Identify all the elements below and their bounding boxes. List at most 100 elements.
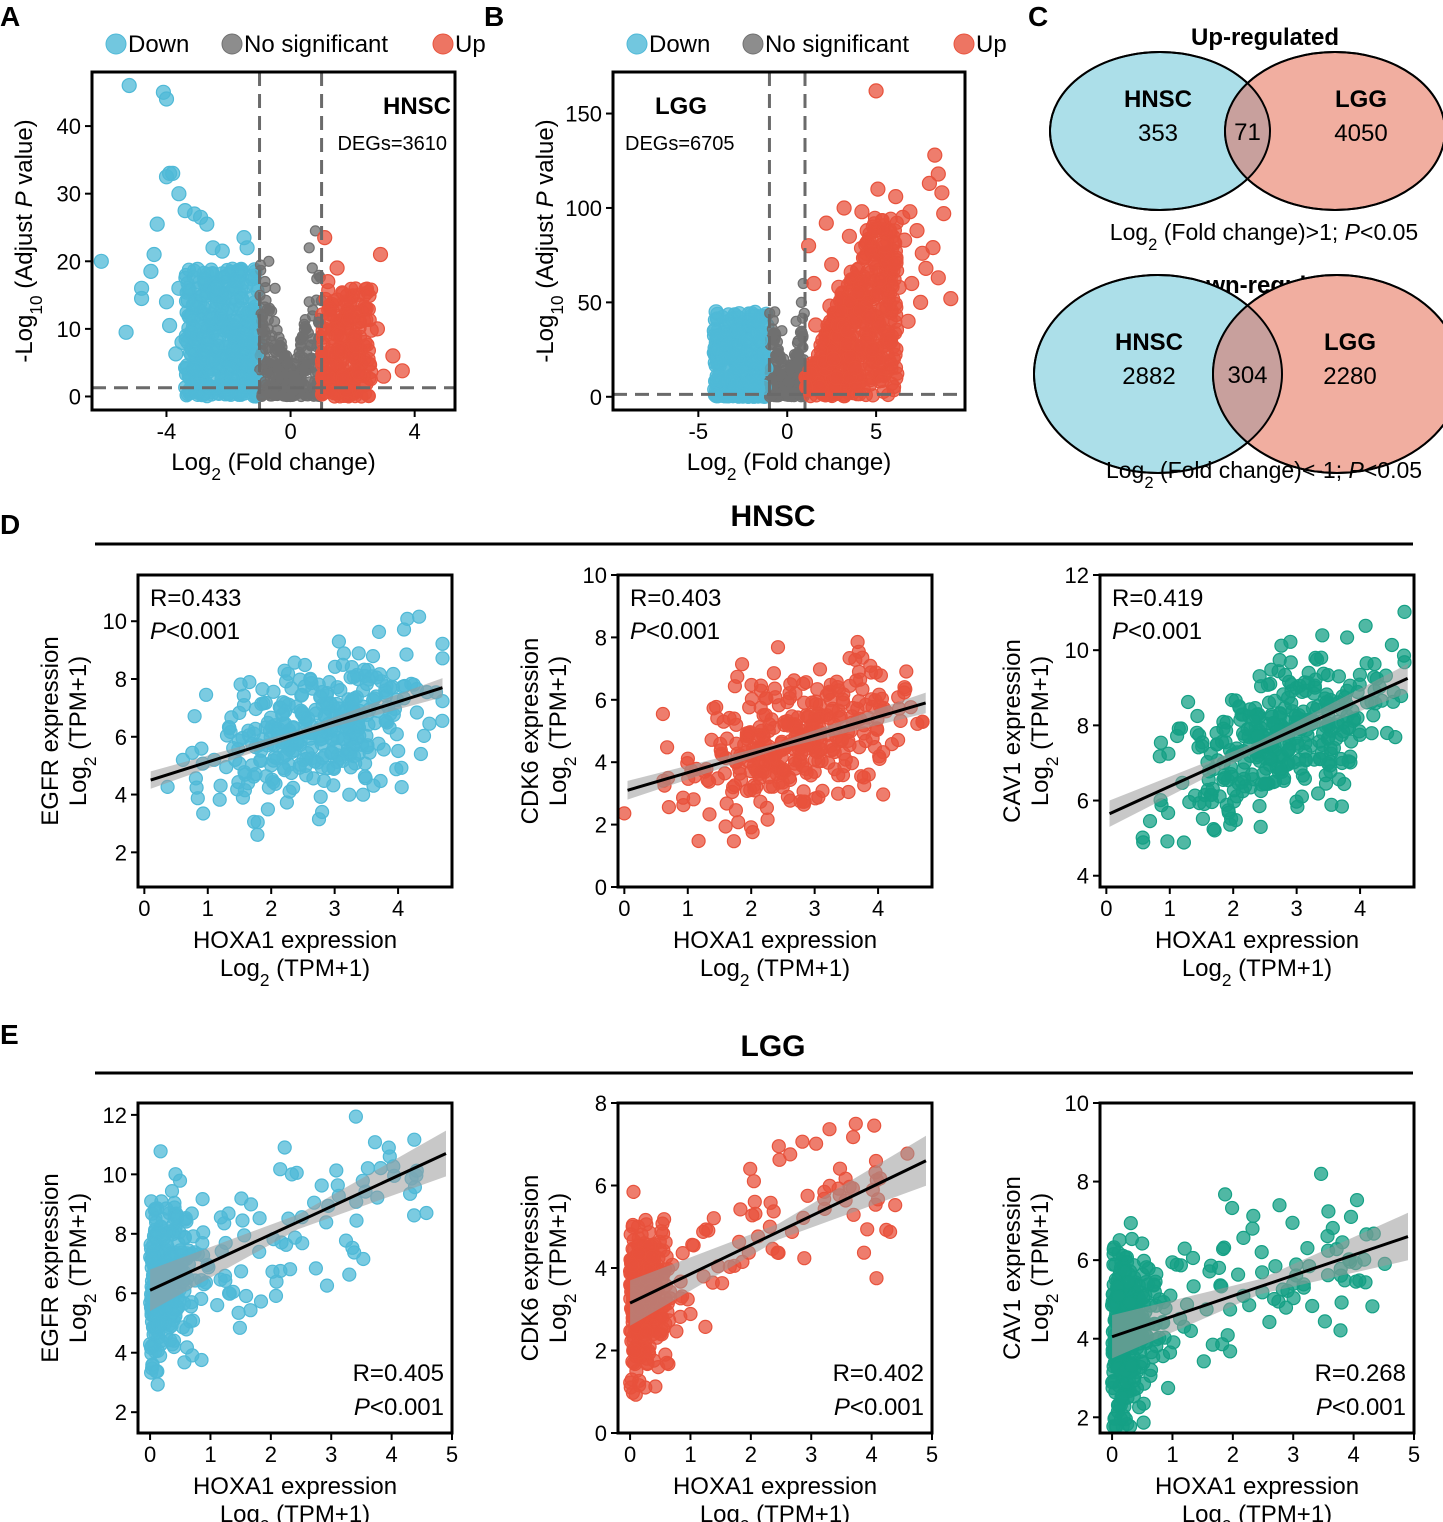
data-point	[835, 767, 851, 783]
point-nosig	[306, 262, 318, 274]
data-point	[360, 738, 375, 753]
x-tick-label: 4	[392, 896, 404, 921]
point-up	[376, 368, 392, 384]
data-point	[298, 758, 313, 774]
point-down	[158, 91, 175, 107]
x-axis-label-units: Log2 (TPM+1)	[220, 955, 370, 990]
data-point	[1339, 630, 1355, 645]
label-part: (Fold change)	[221, 449, 376, 476]
x-tick-label: 4	[865, 1442, 877, 1467]
data-point	[250, 815, 265, 830]
y-tick-label: 8	[115, 1222, 127, 1247]
label-subscript: 10	[26, 295, 46, 314]
y-tick-label: 8	[1077, 1170, 1089, 1195]
x-axis-label: HOXA1 expression	[193, 1473, 397, 1500]
data-point	[1202, 1264, 1217, 1279]
point-down	[239, 358, 255, 374]
data-point	[264, 758, 279, 773]
legend-marker	[626, 33, 648, 55]
point-up	[372, 246, 389, 263]
data-point	[295, 705, 310, 720]
point-nosig	[272, 370, 284, 382]
x-tick-label: 2	[745, 896, 757, 921]
data-point	[1136, 1415, 1151, 1430]
correlation-r: R=0.403	[630, 585, 721, 612]
x-tick-label: 1	[204, 1442, 216, 1467]
panel-label-c: C	[1028, 1, 1048, 32]
point-down	[202, 311, 218, 327]
y-axis-label-units: Log2 (TPM+1)	[545, 656, 580, 806]
label-part: <0.05	[1364, 457, 1422, 483]
point-down	[196, 330, 212, 346]
data-point	[823, 743, 838, 758]
data-point	[675, 1245, 690, 1261]
p-value: P<0.001	[834, 1394, 924, 1421]
data-point	[777, 764, 792, 779]
data-point	[233, 677, 248, 692]
label-part: Log	[700, 1501, 740, 1522]
panel-label-d: D	[0, 509, 20, 540]
point-up	[360, 351, 376, 367]
venn-caption: Log2 (Fold change)<-1; P<0.05	[1106, 457, 1422, 492]
data-point	[260, 715, 275, 731]
data-point	[351, 646, 366, 661]
data-point	[1205, 1337, 1220, 1352]
point-up	[864, 342, 881, 358]
label-part: Log	[1106, 457, 1144, 483]
data-point	[743, 1161, 758, 1177]
data-point	[860, 1222, 875, 1237]
p-symbol: P	[630, 618, 646, 645]
point-down	[168, 346, 184, 362]
y-tick-label: 0	[595, 1421, 607, 1446]
data-point	[1135, 1236, 1150, 1251]
data-point	[1358, 618, 1373, 633]
point-down	[706, 323, 722, 339]
data-point	[863, 658, 878, 674]
data-point	[1142, 813, 1158, 829]
point-up	[912, 294, 929, 310]
data-point	[746, 1174, 762, 1189]
point-up	[882, 332, 898, 348]
point-up	[854, 204, 870, 220]
x-tick-label: 4	[409, 419, 421, 444]
data-point	[1197, 796, 1212, 812]
point-down	[180, 292, 196, 309]
data-point	[1267, 693, 1282, 708]
data-point	[625, 1257, 640, 1273]
y-tick-label: 6	[595, 688, 607, 713]
x-axis-label: HOXA1 expression	[673, 1473, 877, 1500]
data-point	[873, 668, 889, 683]
point-down	[149, 216, 165, 232]
data-point	[231, 733, 246, 748]
x-tick-label: 1	[1166, 1442, 1178, 1467]
data-point	[1333, 1323, 1348, 1338]
y-axis-label-units: Log2 (TPM+1)	[545, 1193, 580, 1343]
point-up	[839, 337, 854, 352]
deg-count: DEGs=6705	[625, 133, 735, 155]
y-tick-label: 10	[103, 609, 127, 634]
data-point	[1226, 783, 1242, 798]
data-point	[381, 1140, 396, 1155]
data-point	[756, 757, 772, 772]
point-up	[351, 365, 367, 381]
y-tick-label: 8	[595, 625, 607, 650]
data-point	[763, 1195, 778, 1210]
data-point	[811, 790, 826, 805]
data-point	[857, 777, 872, 793]
data-point	[272, 700, 287, 715]
data-point	[407, 1208, 422, 1223]
point-up	[921, 175, 938, 191]
data-point	[1365, 1299, 1380, 1314]
data-point	[1384, 637, 1400, 653]
data-point	[1173, 721, 1189, 736]
point-down	[728, 379, 744, 395]
point-up	[825, 351, 842, 367]
data-point	[159, 1201, 174, 1216]
point-down	[731, 306, 747, 322]
data-point	[851, 644, 866, 659]
data-point	[346, 669, 361, 685]
point-up	[323, 358, 339, 374]
label-part: (TPM+1)	[1027, 656, 1054, 757]
x-tick-label: 0	[624, 1442, 636, 1467]
